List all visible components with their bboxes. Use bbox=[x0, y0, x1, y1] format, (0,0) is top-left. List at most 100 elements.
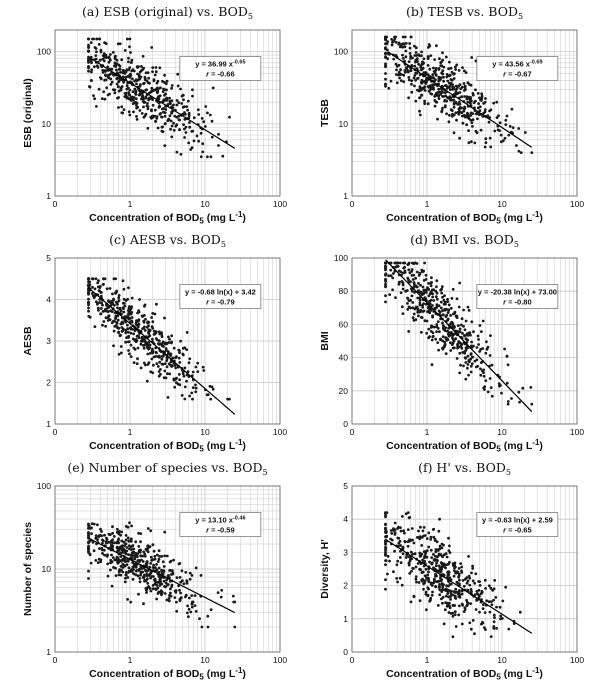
fit-equation: y = 43.56 x-0.69 bbox=[492, 60, 542, 69]
data-point bbox=[401, 42, 405, 46]
data-point bbox=[117, 296, 121, 300]
data-point bbox=[437, 94, 440, 98]
data-point bbox=[116, 557, 120, 560]
data-point bbox=[421, 529, 425, 533]
data-point bbox=[99, 307, 103, 310]
x-tick-label: 100 bbox=[570, 199, 584, 209]
data-point bbox=[413, 552, 417, 556]
data-point bbox=[394, 296, 397, 299]
data-point bbox=[87, 291, 90, 294]
data-point bbox=[453, 92, 456, 96]
data-point bbox=[425, 555, 429, 559]
x-tick-label: 100 bbox=[273, 199, 287, 209]
data-point bbox=[147, 328, 151, 332]
data-point bbox=[413, 261, 417, 265]
data-point bbox=[122, 80, 125, 84]
data-point bbox=[423, 99, 426, 103]
data-point bbox=[162, 98, 166, 101]
data-point bbox=[475, 358, 479, 362]
data-point bbox=[503, 136, 507, 140]
data-point bbox=[484, 587, 487, 590]
data-point bbox=[194, 610, 198, 613]
data-point bbox=[129, 326, 132, 330]
data-point bbox=[200, 625, 204, 629]
data-point bbox=[384, 578, 387, 582]
data-point bbox=[150, 90, 153, 93]
data-point bbox=[449, 306, 453, 310]
data-point bbox=[170, 583, 174, 587]
data-point bbox=[478, 595, 481, 598]
data-point bbox=[504, 585, 508, 589]
data-point bbox=[135, 115, 138, 118]
data-point bbox=[165, 79, 169, 83]
data-point bbox=[420, 330, 423, 334]
data-point bbox=[110, 553, 113, 557]
data-point bbox=[159, 86, 162, 90]
data-point bbox=[444, 601, 447, 605]
data-point bbox=[470, 121, 474, 124]
data-point bbox=[188, 571, 192, 575]
data-point bbox=[150, 325, 154, 329]
data-point bbox=[178, 378, 182, 382]
y-tick-label: 100 bbox=[334, 253, 348, 263]
data-point bbox=[114, 314, 118, 318]
data-point bbox=[198, 617, 201, 621]
data-point bbox=[422, 587, 425, 591]
data-point bbox=[157, 370, 161, 373]
data-point bbox=[143, 337, 146, 341]
data-point bbox=[451, 635, 455, 639]
data-point bbox=[120, 58, 124, 62]
data-point bbox=[434, 548, 438, 551]
data-point bbox=[118, 570, 121, 574]
data-point bbox=[126, 323, 129, 327]
data-point bbox=[488, 136, 492, 140]
data-point bbox=[391, 288, 394, 292]
data-point bbox=[403, 540, 407, 544]
data-point bbox=[121, 562, 125, 566]
data-point bbox=[104, 70, 107, 73]
data-point bbox=[475, 590, 479, 593]
x-tick-label: 1 bbox=[128, 655, 133, 665]
data-point bbox=[484, 97, 487, 100]
data-point bbox=[98, 286, 102, 289]
data-point bbox=[121, 68, 125, 72]
data-point bbox=[411, 552, 414, 556]
data-point bbox=[413, 284, 417, 287]
data-point bbox=[164, 82, 168, 86]
data-point bbox=[188, 577, 192, 581]
data-point bbox=[451, 593, 455, 597]
data-point bbox=[440, 291, 444, 295]
data-point bbox=[431, 335, 435, 339]
data-point bbox=[466, 579, 470, 583]
data-point bbox=[186, 611, 189, 615]
data-point bbox=[462, 584, 466, 588]
data-point bbox=[420, 50, 423, 54]
data-point bbox=[442, 622, 446, 626]
data-point bbox=[462, 308, 465, 312]
data-point bbox=[145, 562, 149, 565]
data-point bbox=[428, 560, 431, 564]
data-point bbox=[138, 93, 142, 97]
data-point bbox=[444, 352, 448, 355]
data-point bbox=[147, 76, 151, 80]
data-point bbox=[384, 261, 387, 265]
data-point bbox=[138, 577, 142, 580]
data-point bbox=[185, 105, 189, 108]
data-point bbox=[168, 100, 172, 103]
data-point bbox=[151, 566, 155, 569]
data-point bbox=[115, 321, 119, 324]
data-point bbox=[103, 533, 106, 537]
data-point bbox=[408, 516, 412, 519]
data-point bbox=[462, 109, 466, 113]
data-point bbox=[490, 600, 493, 603]
data-point bbox=[384, 523, 387, 526]
data-point bbox=[449, 592, 453, 595]
data-point bbox=[419, 64, 423, 67]
data-point bbox=[441, 321, 444, 325]
data-point bbox=[455, 316, 459, 319]
data-point bbox=[447, 331, 451, 335]
data-point bbox=[170, 135, 174, 139]
data-point bbox=[492, 101, 496, 105]
data-point bbox=[164, 108, 168, 111]
data-point bbox=[404, 55, 408, 59]
